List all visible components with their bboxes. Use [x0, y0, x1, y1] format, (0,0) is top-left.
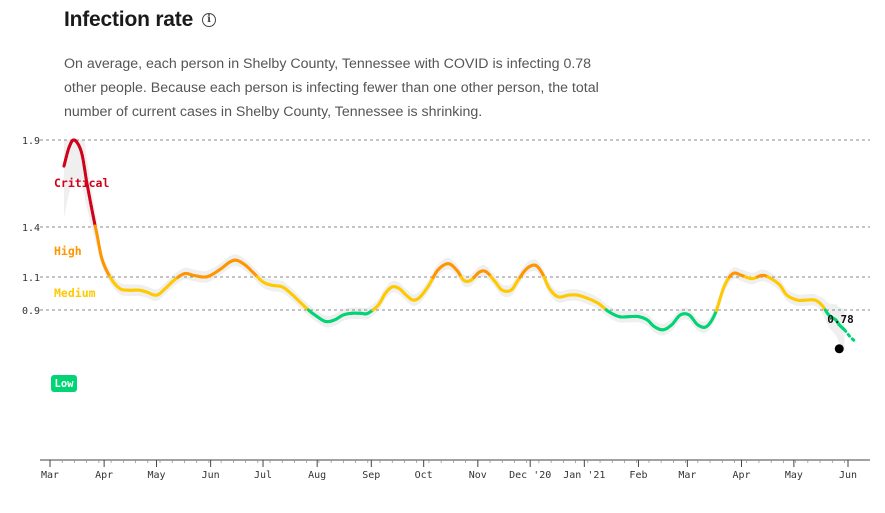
zone-label-critical: Critical — [54, 176, 109, 190]
y-tick-label: 1.1 — [22, 273, 40, 284]
x-tick-label: Aug — [308, 470, 326, 481]
x-tick-label: Nov — [469, 470, 487, 481]
info-icon[interactable]: i — [202, 13, 217, 27]
zone-label-medium: Medium — [54, 286, 96, 300]
x-tick-label: Jun — [202, 470, 220, 481]
x-tick-label: Mar — [41, 470, 59, 481]
projected-line — [843, 328, 857, 343]
title-row: Infection rate i — [64, 8, 217, 32]
x-tick-label: Apr — [95, 470, 113, 481]
zone-label-high: High — [54, 244, 82, 258]
chart-description: On average, each person in Shelby County… — [64, 56, 599, 120]
y-tick-label: 0.9 — [22, 306, 40, 317]
x-tick-label: Apr — [732, 470, 750, 481]
x-tick-label: May — [147, 470, 165, 481]
y-tick-label: 1.4 — [22, 223, 40, 234]
zone-label-low: Low — [55, 378, 75, 390]
zone-badge-low — [51, 375, 77, 392]
x-tick-label: Feb — [629, 470, 647, 481]
x-tick-label: Sep — [362, 470, 380, 481]
x-tick-label: Jul — [254, 470, 272, 481]
x-tick-label: May — [785, 470, 803, 481]
y-tick-label: 1.9 — [22, 136, 40, 147]
current-value-label: 0.78 — [827, 313, 854, 326]
x-tick-label: Oct — [415, 470, 433, 481]
x-tick-label: Jan '21 — [563, 470, 605, 481]
current-value-dot — [834, 344, 844, 354]
x-tick-label: Mar — [678, 470, 696, 481]
page-title: Infection rate — [64, 8, 194, 31]
x-tick-label: Jun — [839, 470, 857, 481]
confidence-band — [63, 140, 845, 351]
x-tick-label: Dec '20 — [509, 470, 551, 481]
